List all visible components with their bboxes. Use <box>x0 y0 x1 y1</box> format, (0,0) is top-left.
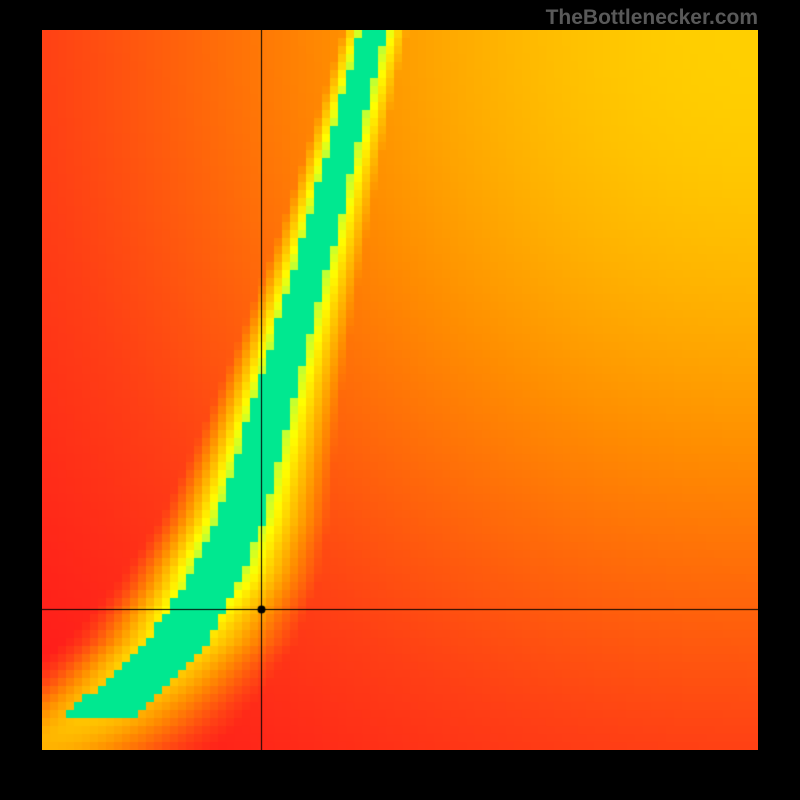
bottleneck-heatmap <box>42 30 758 750</box>
chart-container: TheBottlenecker.com <box>0 0 800 800</box>
watermark-label: TheBottlenecker.com <box>546 6 758 30</box>
